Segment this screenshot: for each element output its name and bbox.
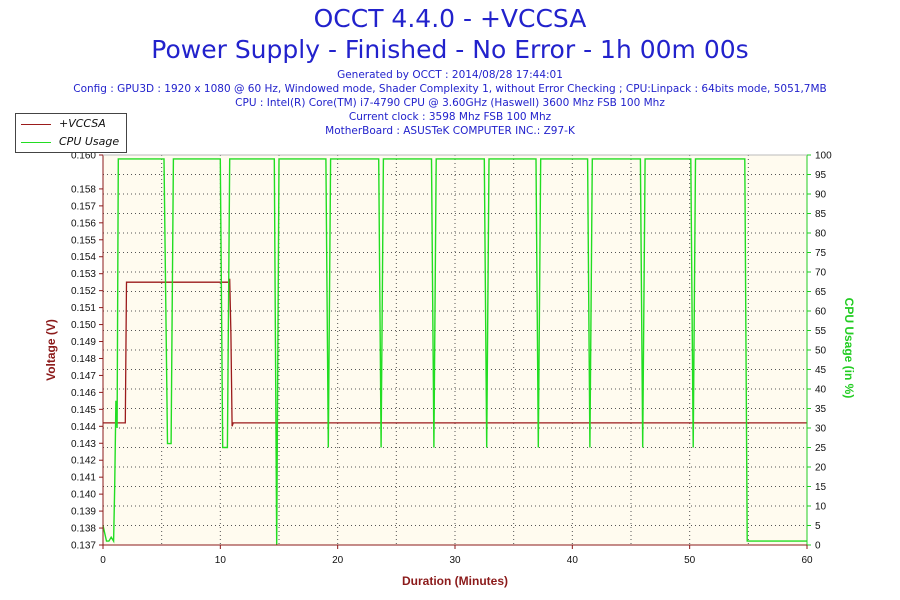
legend-label-vccsa: +VCCSA (59, 117, 106, 130)
y2-tick-label: 5 (815, 521, 821, 532)
x-tick-label: 10 (215, 555, 227, 566)
y-tick-label: 0.147 (71, 371, 96, 382)
y2-tick-label: 30 (815, 424, 827, 435)
y-tick-label: 0.141 (71, 473, 96, 484)
y-tick-label: 0.154 (71, 252, 96, 263)
legend: +VCCSA CPU Usage (15, 113, 127, 153)
y2-tick-label: 10 (815, 502, 827, 513)
y-tick-label: 0.158 (71, 184, 96, 195)
x-tick-label: 20 (332, 555, 344, 566)
y2-tick-label: 90 (815, 190, 827, 201)
y2-tick-label: 85 (815, 209, 827, 220)
y2-tick-label: 75 (815, 248, 827, 259)
y-tick-label: 0.149 (71, 337, 96, 348)
series-line-cpu-usage (102, 158, 807, 546)
y-tick-label: 0.140 (71, 490, 96, 501)
chart-title: OCCT 4.4.0 - +VCCSA (313, 4, 587, 33)
ticks: 0.137 0.138 0.139 0.140 0.141 0.142 0.143 0.144… (71, 151, 832, 567)
y2-tick-label: 50 (815, 346, 827, 357)
y2-tick-label: 45 (815, 365, 827, 376)
y-tick-label: 0.153 (71, 269, 96, 280)
y-tick-label: 0.144 (71, 422, 96, 433)
y2-tick-label: 60 (815, 307, 827, 318)
y2-tick-label: 70 (815, 268, 827, 279)
y2-tick-label: 95 (815, 170, 827, 181)
chart-subtitle: Power Supply - Finished - No Error - 1h … (151, 35, 749, 64)
y-tick-label: 0.138 (71, 524, 96, 535)
y-tick-label: 0.155 (71, 235, 96, 246)
y-tick-label: 0.152 (71, 286, 96, 297)
y2-tick-label: 0 (815, 541, 821, 552)
y2-axis-label: CPU Usage (in %) (842, 298, 856, 399)
y-tick-label: 0.157 (71, 201, 96, 212)
x-tick-label: 30 (449, 555, 461, 566)
y2-tick-label: 25 (815, 443, 827, 454)
x-tick-label: 40 (567, 555, 579, 566)
x-tick-label: 50 (684, 555, 696, 566)
info-generated: Generated by OCCT : 2014/08/28 17:44:01 (337, 69, 563, 81)
x-axis-label: Duration (Minutes) (402, 574, 508, 588)
y2-tick-label: 80 (815, 229, 827, 240)
legend-swatch-vccsa (21, 123, 51, 125)
info-cpu: CPU : Intel(R) Core(TM) i7-4790 CPU @ 3.… (235, 97, 665, 109)
y2-tick-label: 65 (815, 287, 827, 298)
grid (103, 155, 807, 545)
info-motherboard: MotherBoard : ASUSTeK COMPUTER INC.: Z97… (325, 125, 575, 137)
x-tick-label: 60 (801, 555, 813, 566)
y2-tick-label: 20 (815, 463, 827, 474)
legend-item-cpu-usage: CPU Usage (21, 135, 119, 149)
x-tick-label: 0 (100, 555, 106, 566)
y-tick-label: 0.145 (71, 405, 96, 416)
y-tick-label: 0.151 (71, 303, 96, 314)
info-config: Config : GPU3D : 1920 x 1080 @ 60 Hz, Wi… (73, 83, 827, 95)
y2-tick-label: 100 (815, 151, 832, 162)
y-axis-label: Voltage (V) (44, 319, 58, 381)
y2-tick-label: 35 (815, 404, 827, 415)
y2-tick-label: 40 (815, 385, 827, 396)
y-tick-label: 0.139 (71, 507, 96, 518)
legend-swatch-cpu-usage (21, 141, 51, 143)
legend-item-vccsa: +VCCSA (21, 117, 106, 131)
y-tick-label: 0.160 (71, 151, 96, 162)
y-tick-label: 0.137 (71, 541, 96, 552)
y2-tick-label: 15 (815, 482, 827, 493)
y-tick-label: 0.150 (71, 320, 96, 331)
y-tick-label: 0.142 (71, 456, 96, 467)
legend-label-cpu-usage: CPU Usage (59, 135, 120, 148)
y-tick-label: 0.143 (71, 439, 96, 450)
info-clock: Current clock : 3598 Mhz FSB 100 Mhz (348, 111, 552, 123)
y-tick-label: 0.156 (71, 218, 96, 229)
y-tick-label: 0.148 (71, 354, 96, 365)
y-tick-label: 0.146 (71, 388, 96, 399)
series-layer (102, 158, 807, 546)
y2-tick-label: 55 (815, 326, 827, 337)
